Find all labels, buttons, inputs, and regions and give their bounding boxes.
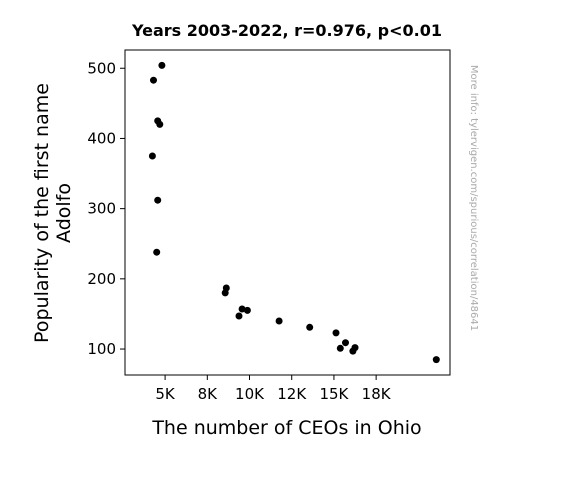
data-point-9 (221, 289, 229, 297)
chart-title: Years 2003-2022, r=0.976, p<0.01 (131, 21, 442, 40)
y-tick-label: 500 (87, 59, 116, 77)
x-tick-label: 15K (319, 385, 349, 403)
data-point-11 (243, 306, 251, 314)
y-tick-label: 200 (87, 270, 116, 288)
data-point-1 (158, 61, 166, 69)
data-point-18 (336, 344, 344, 352)
data-point-7 (153, 248, 161, 256)
data-point-2 (150, 76, 157, 84)
y-axis-label-line-1: Popularity of the first name (31, 83, 53, 343)
data-point-19 (349, 347, 357, 355)
x-tick-label: 10K (235, 385, 265, 403)
x-tick-label: 18K (362, 385, 392, 403)
x-axis-label: The number of CEOs in Ohio (151, 417, 421, 439)
data-point-6 (154, 196, 162, 204)
points-layer (148, 61, 440, 364)
y-axis-label-line-2: Adolfo (53, 183, 75, 243)
x-tick-label: 8K (198, 385, 219, 403)
x-axis: 5K 8K 10K 12K 15K 18K (155, 375, 392, 403)
plot-frame (124, 49, 451, 376)
data-point-15 (332, 329, 340, 337)
data-point-14 (306, 323, 314, 331)
y-tick-label: 300 (87, 200, 116, 218)
y-axis: 100 200 300 400 500 (87, 59, 125, 358)
data-point-20 (432, 356, 440, 364)
data-point-13 (275, 317, 283, 325)
y-tick-label: 400 (87, 129, 116, 147)
data-point-4 (156, 120, 164, 128)
y-tick-label: 100 (87, 340, 116, 358)
data-point-16 (342, 339, 349, 347)
data-point-10 (238, 305, 246, 313)
data-point-12 (235, 312, 243, 320)
x-tick-label: 5K (155, 385, 176, 403)
x-tick-label: 12K (277, 385, 307, 403)
watermark-text: More info: tylervigen.com/spurious/corre… (468, 65, 479, 331)
data-point-5 (148, 152, 156, 160)
